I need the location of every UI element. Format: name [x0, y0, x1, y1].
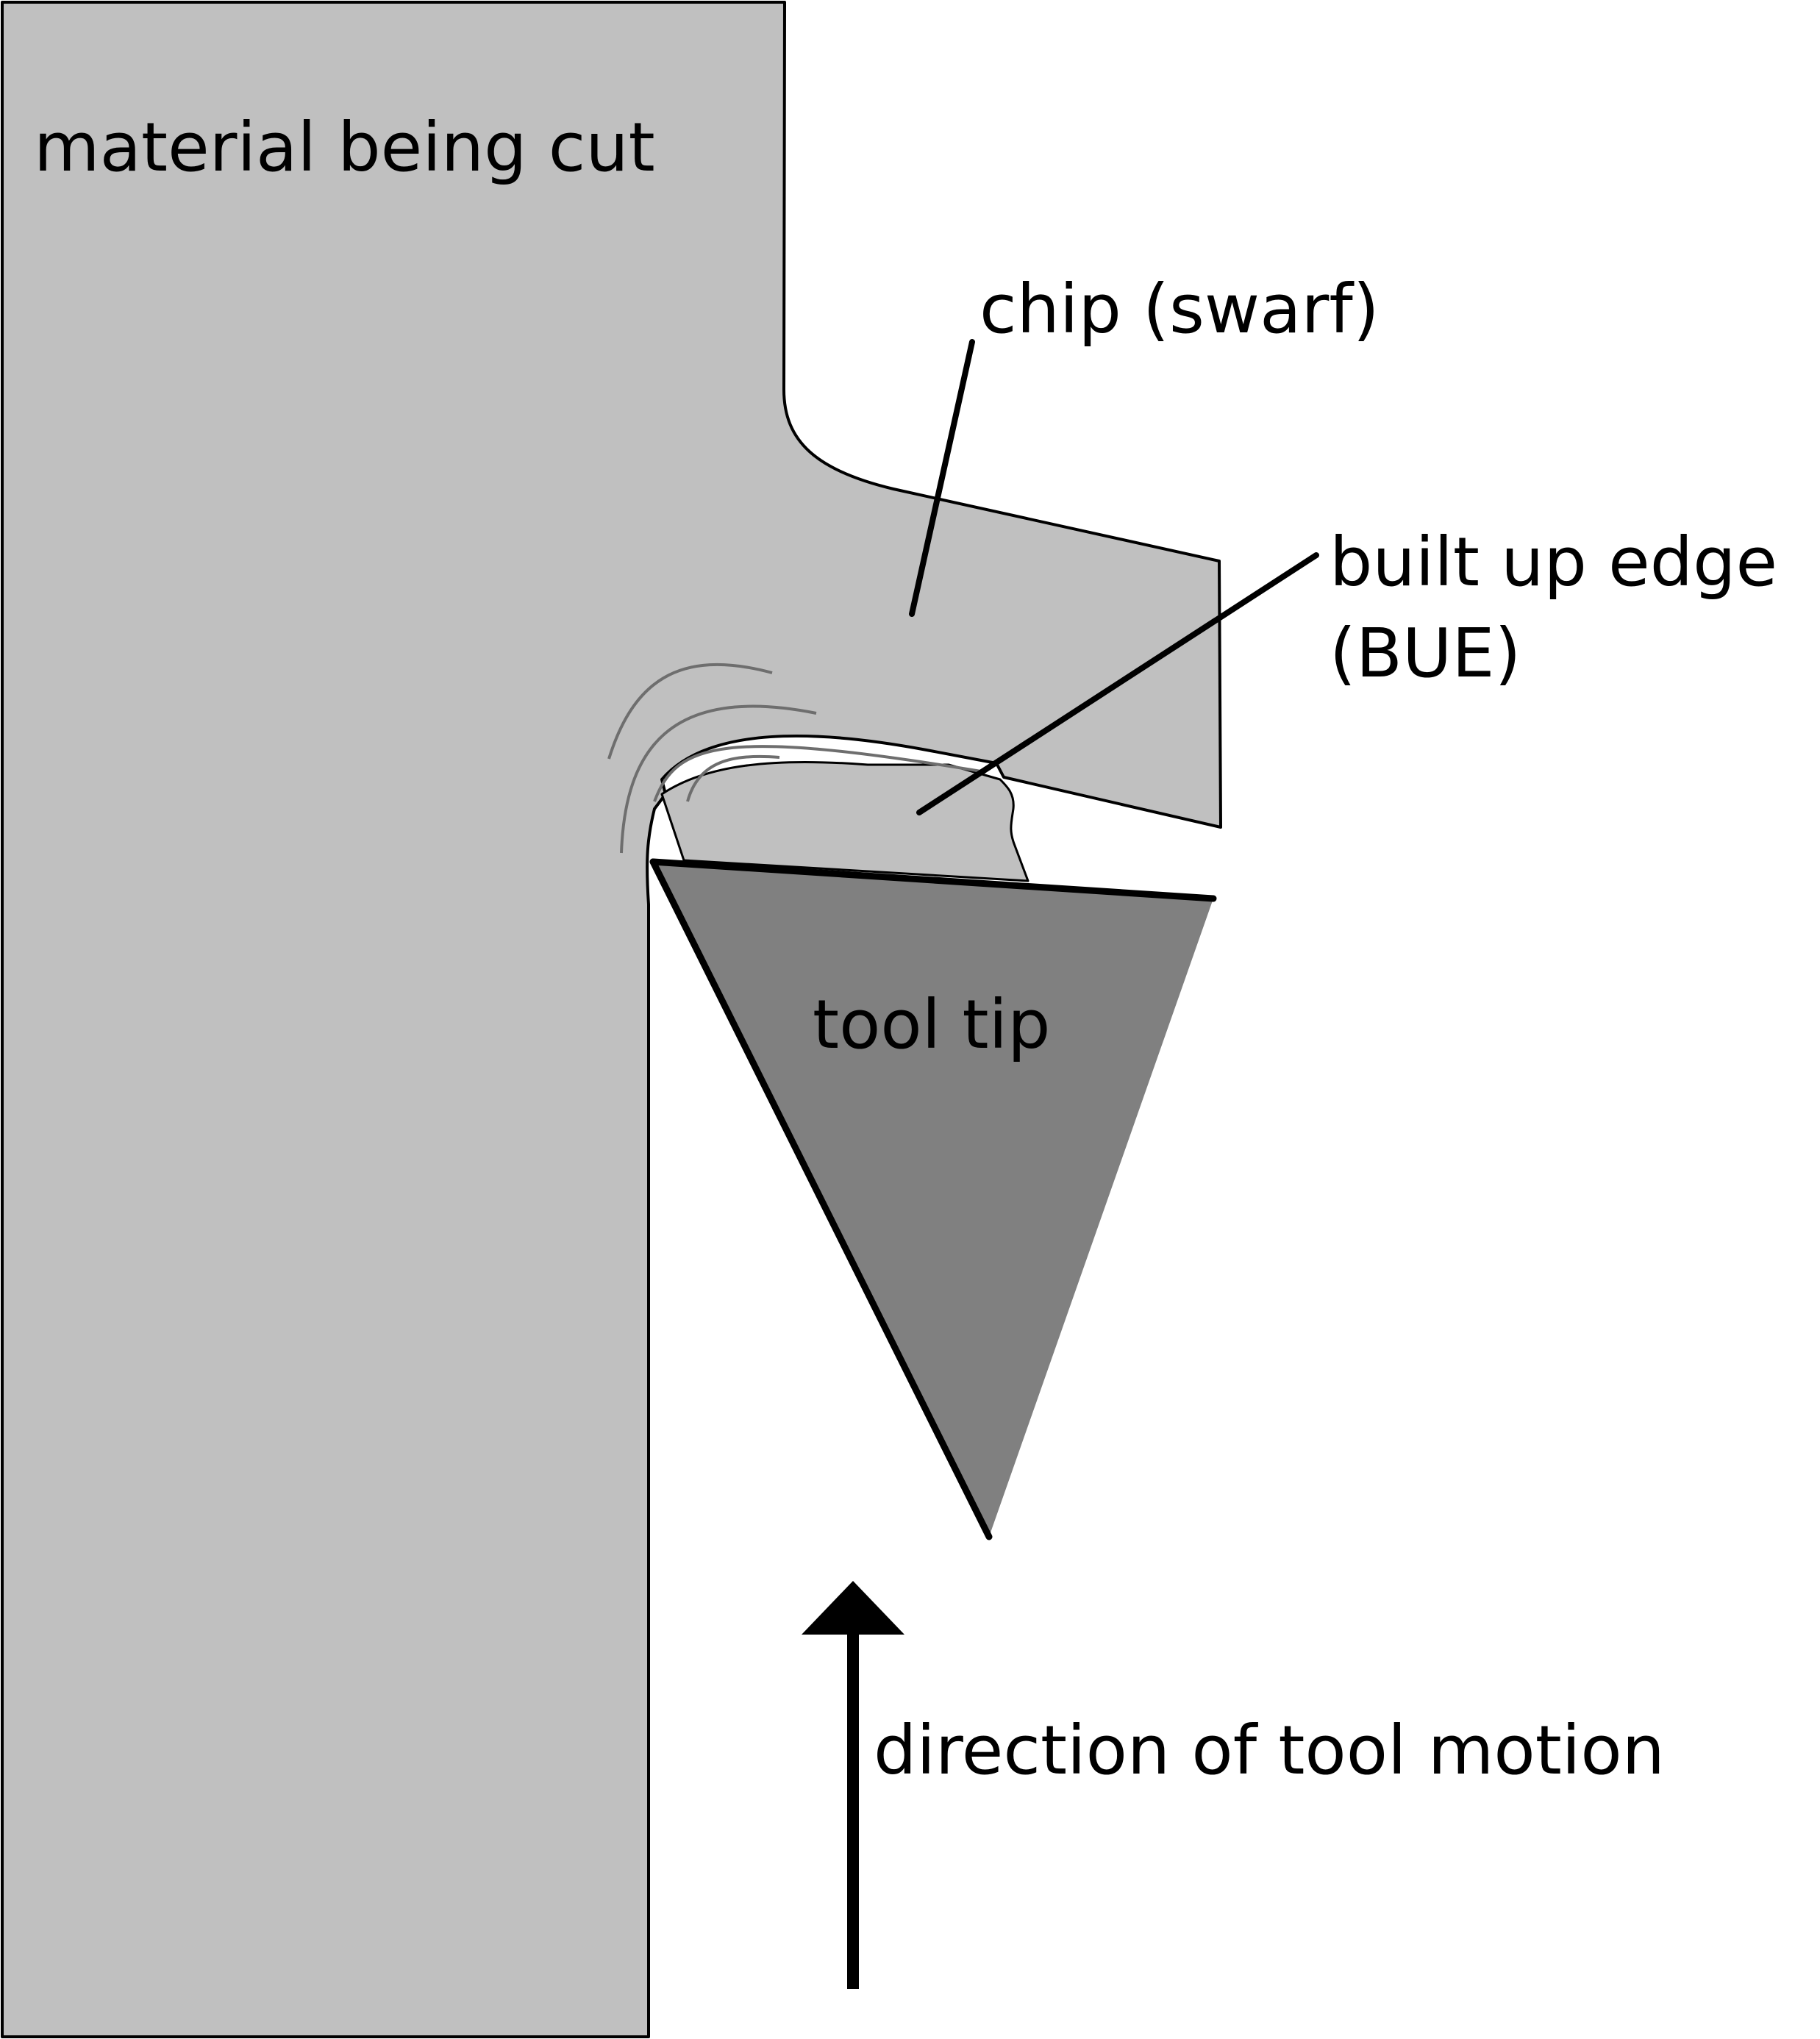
tool-flank-face — [649, 858, 993, 1540]
material-label: material being cut — [34, 108, 655, 187]
bue-label-line2: (BUE) — [1330, 614, 1521, 693]
bue-leader-line — [916, 552, 1319, 815]
material-flow-lines — [607, 663, 986, 854]
flow-line-4 — [686, 754, 780, 802]
material-block — [1, 1, 1222, 2038]
flow-line-3 — [653, 745, 986, 802]
chip-leader-line — [909, 339, 975, 617]
motion-label: direction of tool motion — [874, 1711, 1665, 1790]
tool-tip — [653, 862, 1213, 1537]
flow-line-1 — [607, 663, 773, 760]
tool-rake-face — [649, 858, 1217, 902]
bue-label-line1: built up edge — [1330, 523, 1777, 601]
chip-label: chip (swarf) — [979, 270, 1380, 349]
built-up-edge — [660, 760, 1029, 882]
arrow-up-icon — [802, 1581, 904, 1989]
flow-line-2 — [620, 704, 817, 854]
tool-tip-label: tool tip — [813, 985, 1050, 1064]
arrow-head — [802, 1581, 904, 1635]
